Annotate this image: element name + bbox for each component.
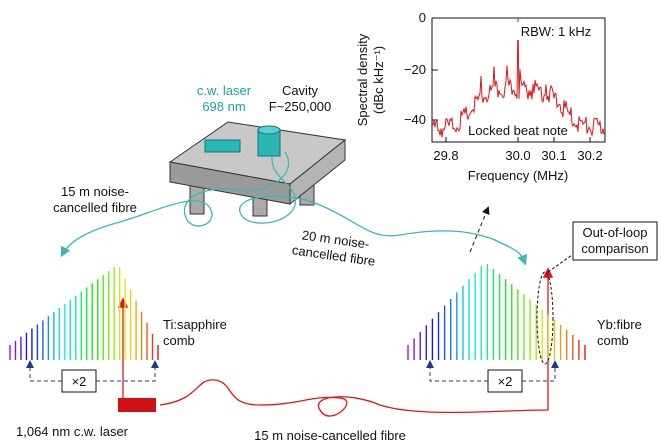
doubler-label: ×2 xyxy=(498,374,513,389)
cavity-label: Cavity xyxy=(282,83,319,98)
y-label: (dBc kHz⁻¹) xyxy=(371,46,386,114)
x-tick: 29.8 xyxy=(433,148,458,163)
compare-line xyxy=(548,255,572,272)
blue-arrow xyxy=(522,362,555,381)
blue-arrow xyxy=(430,362,488,381)
ir-laser-label: 1,064 nm c.w. laser xyxy=(16,424,129,439)
y-tick: −20 xyxy=(404,62,426,77)
blue-arrow xyxy=(96,362,155,381)
doubler-label: ×2 xyxy=(72,374,87,389)
y-tick: −40 xyxy=(404,112,426,127)
y-tick: 0 xyxy=(419,10,426,25)
out-of-loop-label: comparison xyxy=(581,241,648,256)
fibre-label: cancelled fibre xyxy=(53,200,137,215)
ir-laser-box xyxy=(118,398,156,412)
fibre-bottom xyxy=(160,270,548,416)
x-tick: 30.2 xyxy=(577,148,602,163)
comb-label: comb xyxy=(163,333,195,348)
comb-label: comb xyxy=(597,333,629,348)
beat-arrow xyxy=(470,208,488,252)
annotation: Locked beat note xyxy=(468,123,568,138)
y-label: Spectral density xyxy=(355,33,370,126)
combs xyxy=(10,264,585,360)
cavity-label: F~250,000 xyxy=(269,99,332,114)
comb-label: Yb:fibre xyxy=(597,317,642,332)
fibre-label: 15 m noise-cancelled fibre xyxy=(254,428,406,443)
cavity-table xyxy=(170,122,345,216)
x-label: Frequency (MHz) xyxy=(468,168,568,183)
out-of-loop-label: Out-of-loop xyxy=(582,225,647,240)
x-tick: 30.1 xyxy=(541,148,566,163)
laser-label: 698 nm xyxy=(202,99,245,114)
x-tick: 30.0 xyxy=(505,148,530,163)
comb-label: Ti:sapphire xyxy=(163,317,227,332)
rbw: RBW: 1 kHz xyxy=(521,24,592,39)
laser-label: c.w. laser xyxy=(197,83,252,98)
blue-arrow xyxy=(30,362,62,381)
compare-ellipse xyxy=(537,272,553,364)
diagram: RBW: 1 kHz Locked beat note 0 −20 −40 29… xyxy=(0,0,661,444)
fibre-label: 15 m noise- xyxy=(61,184,129,199)
